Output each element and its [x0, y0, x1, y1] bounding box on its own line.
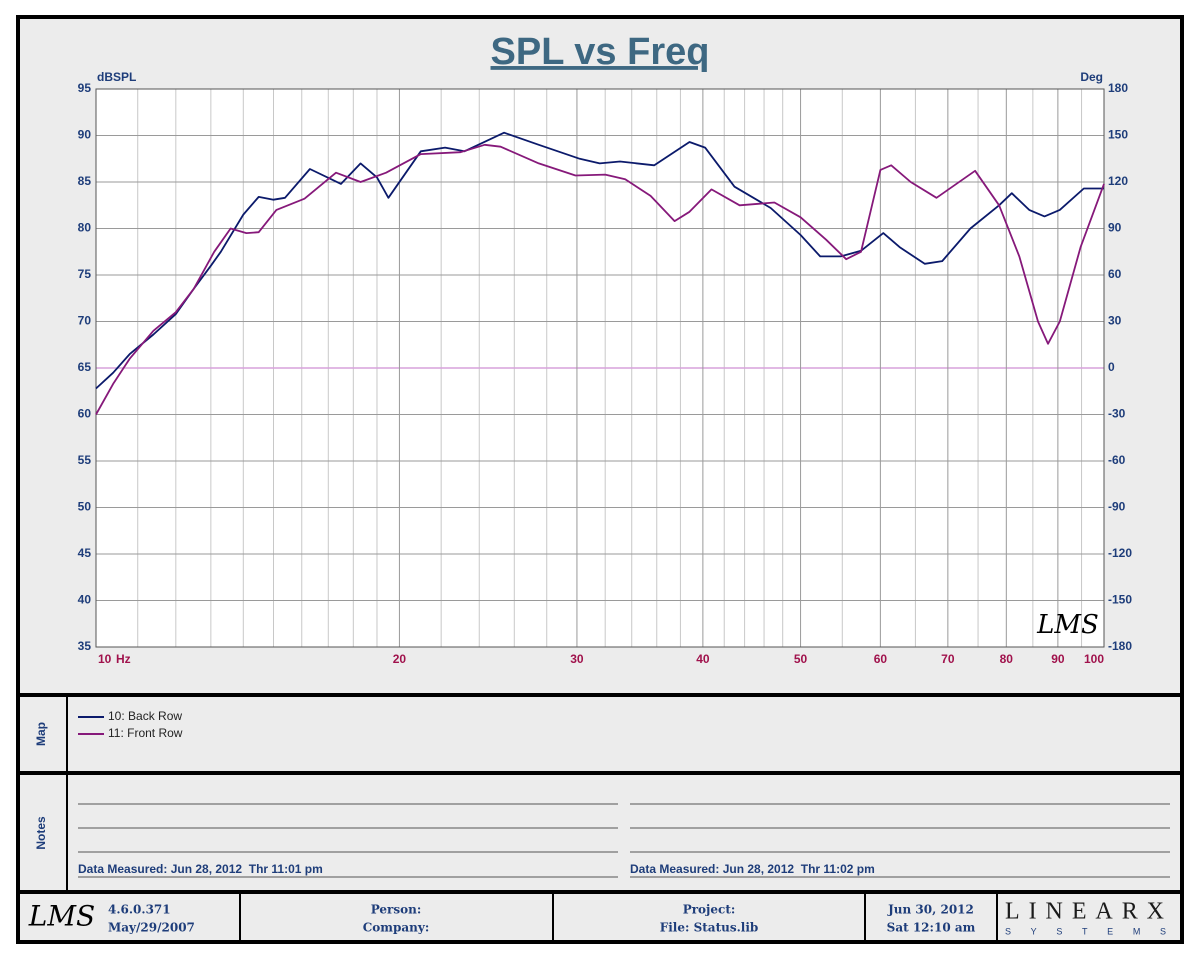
y-tick-label: 65 [78, 360, 92, 374]
x-tick-label: 20 [393, 652, 407, 666]
y2-axis-label: Deg [1080, 70, 1103, 84]
legend-label: 11: Front Row [108, 726, 183, 740]
y-tick-label: 75 [78, 267, 92, 281]
brand-sub: SYSTEMS [1005, 926, 1170, 936]
x-tick-label: 50 [794, 652, 808, 666]
y-tick-label: 85 [78, 174, 92, 188]
panel-label: Notes [34, 816, 48, 850]
y-tick-label: 95 [78, 81, 92, 95]
series-line [95, 131, 1104, 390]
x-tick-label: 10 [98, 652, 112, 666]
build-date: May/29/2007 [108, 921, 195, 935]
y2-tick-label: 30 [1108, 314, 1122, 328]
y2-tick-label: -180 [1108, 639, 1132, 653]
y-tick-label: 45 [78, 546, 92, 560]
y2-tick-label: 150 [1108, 128, 1128, 142]
chart-title: SPL vs Freq [491, 31, 710, 73]
y-tick-label: 55 [78, 453, 92, 467]
y2-tick-label: -60 [1108, 453, 1126, 467]
y2-tick-label: 120 [1108, 174, 1128, 188]
y2-tick-label: -90 [1108, 500, 1126, 514]
y2-tick-label: -120 [1108, 546, 1132, 560]
company: Company: [363, 921, 430, 935]
x-unit-label: Hz [116, 652, 131, 666]
y-tick-label: 50 [78, 500, 92, 514]
y2-tick-label: 90 [1108, 221, 1122, 235]
logo: LMS [28, 900, 95, 933]
note-text: Data Measured: Jun 28, 2012 Thr 11:01 pm [78, 862, 323, 876]
y-tick-label: 70 [78, 314, 92, 328]
note-text: Data Measured: Jun 28, 2012 Thr 11:02 pm [630, 862, 875, 876]
y2-tick-label: 60 [1108, 267, 1122, 281]
x-tick-label: 90 [1051, 652, 1065, 666]
plot-border [95, 88, 1105, 648]
y2-tick-label: -150 [1108, 593, 1132, 607]
y-tick-label: 60 [78, 407, 92, 421]
y2-tick-label: -30 [1108, 407, 1126, 421]
series-line [95, 143, 1105, 415]
date: Jun 30, 2012 [887, 903, 974, 917]
person: Person: [371, 903, 422, 917]
project: Project: [683, 903, 736, 917]
file: File: Status.lib [660, 921, 759, 935]
y-tick-label: 40 [78, 593, 92, 607]
legend-label: 10: Back Row [108, 709, 182, 723]
x-tick-label: 80 [1000, 652, 1014, 666]
y-axis-label: dBSPL [97, 70, 136, 84]
x-tick-label: 40 [696, 652, 710, 666]
watermark: LMS [1036, 610, 1099, 640]
y-tick-label: 80 [78, 221, 92, 235]
y2-tick-label: 180 [1108, 81, 1128, 95]
panel-label: Map [34, 722, 48, 746]
y-tick-label: 90 [78, 128, 92, 142]
x-tick-label: 70 [941, 652, 955, 666]
y2-tick-label: 0 [1108, 360, 1115, 374]
brand: LINEARX [1005, 899, 1170, 925]
x-tick-label: 100 [1084, 652, 1104, 666]
time: Sat 12:10 am [887, 921, 976, 935]
x-tick-label: 30 [570, 652, 584, 666]
x-tick-label: 60 [874, 652, 888, 666]
version: 4.6.0.371 [108, 903, 171, 917]
y-tick-label: 35 [78, 639, 92, 653]
